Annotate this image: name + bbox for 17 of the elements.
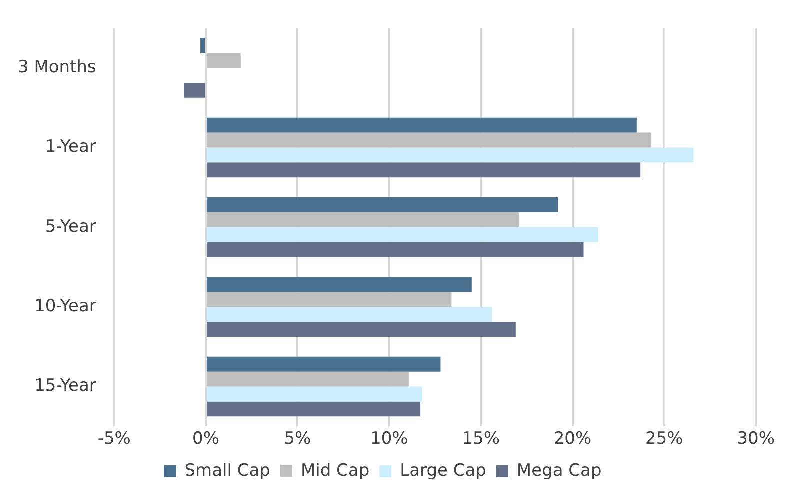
legend-label: Small Cap <box>184 460 270 481</box>
legend-label: Mega Cap <box>516 460 602 481</box>
x-tick-label: 10% <box>370 429 408 450</box>
x-tick-label: 20% <box>554 429 592 450</box>
y-tick-label: 10-Year <box>34 296 96 316</box>
y-tick-label: 1-Year <box>45 137 96 158</box>
x-tick-label: 30% <box>737 429 776 450</box>
legend-label: Mid Cap <box>300 460 370 481</box>
x-tick-label: -5% <box>98 429 131 450</box>
legend-label: Large Cap <box>400 460 486 481</box>
y-tick-label: 15-Year <box>34 376 96 396</box>
x-tick-label: 15% <box>462 429 500 450</box>
y-tick-label: 5-Year <box>45 216 96 237</box>
x-tick-label: 25% <box>646 429 684 450</box>
x-tick-label: 5% <box>284 429 312 450</box>
x-tick-label: 0% <box>192 429 220 450</box>
y-tick-label: 3 Months <box>18 57 96 78</box>
